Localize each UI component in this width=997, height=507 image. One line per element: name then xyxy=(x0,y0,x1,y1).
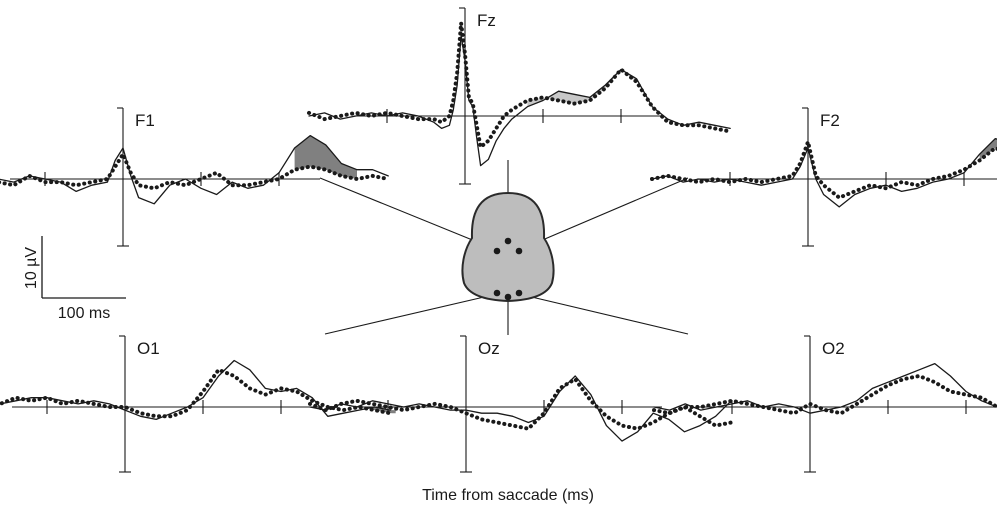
series-dotted-fz xyxy=(307,21,733,149)
head-map xyxy=(461,191,555,303)
panel-fz: Fz xyxy=(307,7,733,185)
connector-f2 xyxy=(518,177,689,251)
electrode-f2-dot xyxy=(515,247,523,255)
panel-f1: F1 xyxy=(0,107,391,247)
series-dotted-o2 xyxy=(652,374,997,416)
scale-bar xyxy=(41,236,126,299)
electrode-oz-dot xyxy=(504,293,512,301)
panel-label-f2: F2 xyxy=(820,111,840,130)
series-dotted-oz xyxy=(308,377,734,431)
panel-o2: O2 xyxy=(652,335,997,473)
panel-label-oz: Oz xyxy=(478,339,500,358)
panel-o1: O1 xyxy=(0,335,396,473)
electrode-o1-dot xyxy=(493,289,501,297)
x-axis-title: Time from saccade (ms) xyxy=(422,487,594,504)
series-solid-fz xyxy=(308,34,731,167)
panel-label-fz: Fz xyxy=(477,11,496,30)
panel-label-f1: F1 xyxy=(135,111,155,130)
series-solid-o2 xyxy=(653,362,997,414)
electrode-o2-dot xyxy=(515,289,523,297)
electrode-fz-dot xyxy=(504,237,512,245)
panel-oz: Oz xyxy=(308,335,734,473)
series-solid-f2 xyxy=(651,138,997,208)
panel-f2: F2 xyxy=(650,107,997,247)
panel-label-o2: O2 xyxy=(822,339,845,358)
series-solid-o1 xyxy=(0,359,391,421)
scale-bar-x-label: 100 ms xyxy=(58,305,110,322)
series-dotted-f2 xyxy=(650,139,997,200)
connector-lines xyxy=(319,160,689,335)
electrode-f1-dot xyxy=(493,247,501,255)
head-outline xyxy=(461,191,555,303)
series-solid-f1 xyxy=(0,134,389,205)
shaded-difference-f1 xyxy=(294,135,357,179)
series-dotted-f1 xyxy=(0,152,391,191)
series-solid-oz xyxy=(309,375,732,442)
connector-o1 xyxy=(324,293,498,335)
connector-f1 xyxy=(319,177,498,251)
connector-o2 xyxy=(518,293,689,335)
erp-panels: Fz F1 F2 O1 Oz O2 xyxy=(0,7,997,473)
shaded-difference-fz xyxy=(527,69,637,107)
panel-label-o1: O1 xyxy=(137,339,160,358)
scale-bar-y-label: 10 µV xyxy=(23,247,40,289)
series-dotted-o1 xyxy=(0,367,393,419)
